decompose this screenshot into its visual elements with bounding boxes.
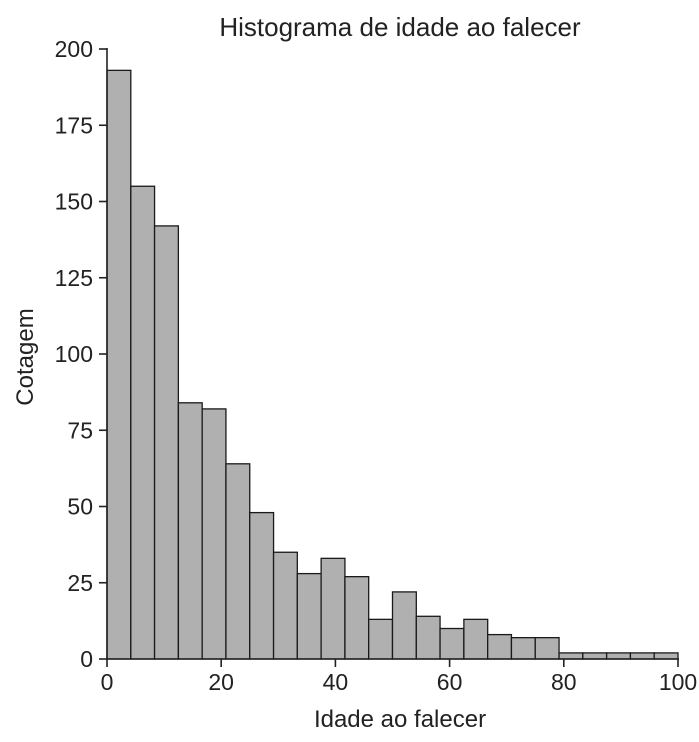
histogram-bar-20 <box>582 652 608 660</box>
histogram-bar-19 <box>558 652 584 660</box>
histogram-bar-16 <box>487 633 513 660</box>
x-tick-label-4: 80 <box>551 669 577 695</box>
histogram-bar-10 <box>344 576 370 660</box>
histogram-bar-17 <box>510 637 536 660</box>
histogram-bar-12 <box>391 591 417 660</box>
y-tick-label-6: 150 <box>55 189 93 215</box>
histogram-bar-0 <box>106 69 132 660</box>
histogram-bar-2 <box>153 225 180 660</box>
histogram-bar-22 <box>629 652 655 660</box>
x-tick-label-5: 100 <box>659 669 697 695</box>
axes-group: 0 25 50 75 100 125 150 175 200 0 20 40 60 80 100 <box>55 36 698 695</box>
bars-group <box>106 69 679 660</box>
y-tick-label-8: 200 <box>55 36 93 62</box>
y-axis-label: Cotagem <box>12 308 39 405</box>
histogram-bar-9 <box>320 557 346 660</box>
x-tick-label-0: 0 <box>101 669 114 695</box>
histogram-bar-13 <box>415 615 441 660</box>
y-tick-label-4: 100 <box>55 341 93 367</box>
y-tick-label-1: 25 <box>67 570 93 596</box>
histogram-bar-23 <box>653 652 679 660</box>
histogram-bar-18 <box>534 637 560 660</box>
x-axis-label: Idade ao falecer <box>314 706 486 733</box>
histogram-bar-14 <box>439 627 465 660</box>
histogram-bar-4 <box>201 408 227 660</box>
histogram-bar-5 <box>225 463 251 660</box>
histogram-bar-1 <box>130 185 156 660</box>
histogram-bar-8 <box>296 572 322 660</box>
x-tick-label-3: 60 <box>437 669 463 695</box>
x-tick-label-1: 20 <box>208 669 234 695</box>
y-tick-label-3: 75 <box>67 417 93 443</box>
x-tick-label-2: 40 <box>323 669 349 695</box>
histogram-bar-3 <box>177 402 203 660</box>
y-tick-label-2: 50 <box>67 494 93 520</box>
histogram-bar-11 <box>368 618 394 660</box>
y-tick-label-5: 125 <box>55 265 93 291</box>
histogram-bar-6 <box>249 511 275 660</box>
y-tick-label-0: 0 <box>80 646 93 672</box>
chart-title: Histograma de idade ao falecer <box>219 12 581 42</box>
y-tick-label-7: 175 <box>55 112 93 138</box>
histogram-bar-15 <box>463 618 489 660</box>
histogram-bar-7 <box>272 551 298 660</box>
histogram-bar-21 <box>605 652 632 660</box>
